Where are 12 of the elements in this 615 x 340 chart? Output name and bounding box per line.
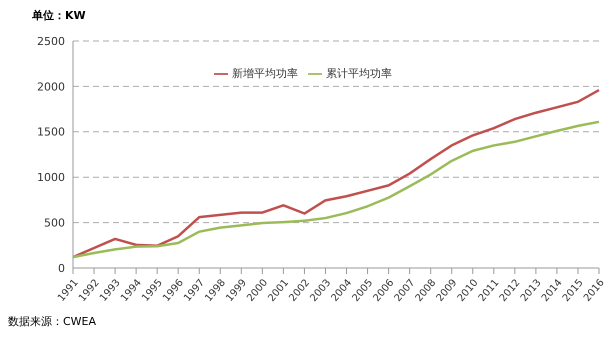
y-tick-label: 1000 xyxy=(37,171,65,184)
legend-label: 新增平均功率 xyxy=(232,67,298,80)
y-tick-label: 1500 xyxy=(37,126,65,139)
line-series xyxy=(72,120,600,258)
y-tick-label: 2000 xyxy=(37,80,65,94)
y-axis-title: 单位：KW xyxy=(32,8,86,23)
legend-label: 累计平均功率 xyxy=(326,67,392,80)
y-tick-label: 500 xyxy=(44,216,65,230)
y-tick-label: 0 xyxy=(58,262,65,275)
y-tick-label: 2500 xyxy=(37,34,65,48)
line-series xyxy=(72,88,600,258)
source-note: 数据来源：CWEA xyxy=(8,314,96,329)
